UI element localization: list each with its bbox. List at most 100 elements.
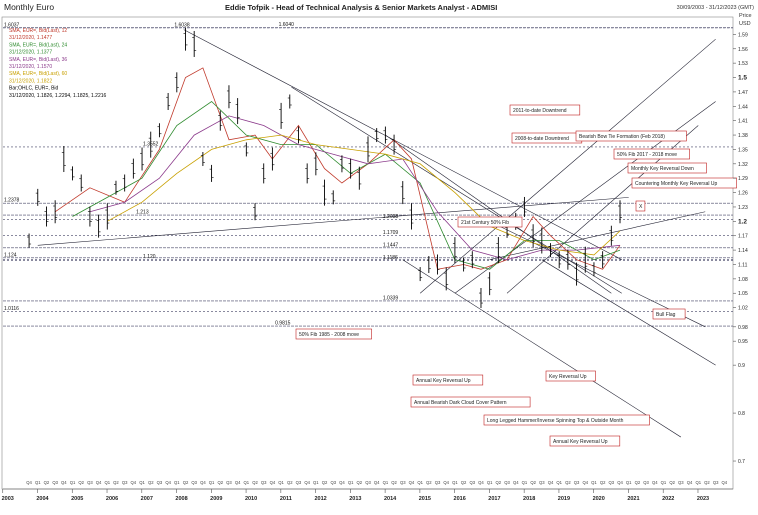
legend-entry: 31/12/2020, 1.1377 [9,50,52,56]
annotation-text: X [639,204,643,210]
currency-axis-label: USD [739,21,751,27]
y-tick-label: 1.38 [738,133,748,139]
annotation-box [652,308,686,320]
y-tick-label: 1.32 [738,162,748,168]
quarter-tick-label: Q4 [652,480,658,485]
level-label: 1.124 [4,252,17,258]
y-tick-label: 1.11 [738,262,748,268]
trend-line [183,29,622,260]
annotation: Annual Bearish Dark Cloud Cover Pattern [410,396,531,408]
quarter-tick-label: Q2 [391,480,397,485]
quarter-tick-label: Q3 [469,480,475,485]
quarter-tick-label: Q3 [330,480,336,485]
quarter-tick-label: Q3 [643,480,649,485]
year-tick-label: 2013 [349,496,361,502]
legend-entry: SMA, EUR=, Bid(Last), 24 [9,42,67,48]
y-tick-label: 1.56 [738,47,748,53]
annotation-box [549,435,621,447]
y-tick-label: 0.98 [738,325,748,331]
quarter-tick-label: Q1 [244,480,250,485]
level-label: 1.6038 [174,22,190,28]
quarter-tick-label: Q2 [426,480,432,485]
quarter-tick-label: Q3 [365,480,371,485]
quarter-tick-label: Q1 [487,480,493,485]
y-tick-label: 1.5 [738,75,747,82]
quarter-tick-label: Q3 [191,480,197,485]
quarter-tick-label: Q3 [678,480,684,485]
legend-entry: SMA, EUR=, Bid(Last), 60 [9,71,67,77]
quarter-tick-label: Q1 [70,480,76,485]
quarter-tick-label: Q2 [357,480,363,485]
year-tick-label: 2014 [384,496,397,502]
legend-entry: SMA, EUR=, Bid(Last), 36 [9,57,67,63]
annotation-text: Annual Bearish Dark Cloud Cover Pattern [414,400,507,406]
year-tick-label: 2015 [419,496,431,502]
annotations: 2011-to-date Downtrend 2008-to-date Downt… [295,104,737,447]
year-tick-label: 2020 [593,496,605,502]
quarter-tick-label: Q1 [348,480,354,485]
annotation-box [509,104,581,116]
quarter-tick-label: Q4 [61,480,67,485]
level-label: 1.2038 [383,214,399,220]
horizontal-levels [3,27,733,327]
x-axis: Q4 Q1 Q2 Q3 Q4 Q1 Q2 Q3 Q4 Q1 Q2 Q3 Q4 Q1 Q2 Q3 Q4 Q1 Q2 Q3… [2,480,733,502]
y-tick-label: 1.08 [738,277,748,283]
quarter-tick-label: Q4 [96,480,102,485]
year-tick-label: 2021 [627,496,639,502]
annotation-text: 50% Fib 1985 - 2008 move [299,332,359,338]
y-tick-label: 1.14 [738,248,748,254]
quarter-tick-label: Q1 [522,480,528,485]
year-tick-label: 2018 [523,496,535,502]
legend-entry: Bar;OHLC, EUR=, Bid [9,86,59,92]
quarter-tick-label: Q4 [270,480,276,485]
annotation: 50% Fib 1985 - 2008 move [295,328,372,340]
quarter-tick-label: Q2 [669,480,675,485]
y-tick-label: 1.23 [738,205,748,211]
date-range: 30/09/2003 - 31/12/2023 (GMT) [677,5,755,11]
year-tick-label: 2023 [697,496,709,502]
y-tick-label: 1.2 [738,218,747,225]
quarter-tick-label: Q4 [687,480,693,485]
annotation: Key Reversal Up [545,370,596,382]
quarter-tick-label: Q1 [104,480,110,485]
level-labels: 1.6037 1.6038 1.6040 1.3552 1.2378 1.2038 1.21… [4,22,398,326]
annotation-text: Annual Key Reversal Up [553,439,608,445]
annotation: Bull Flag [652,308,686,320]
quarter-tick-label: Q4 [235,480,241,485]
quarter-tick-label: Q4 [513,480,519,485]
annotation-text: Countering Monthly Key Reversal Up [635,181,717,187]
quarter-tick-label: Q1 [695,480,701,485]
annotation: 50% Fib 2017 - 2018 move [613,148,690,160]
year-tick-label: 2008 [175,496,187,502]
annotation: Annual Key Reversal Up [549,435,621,447]
annotation: Monthly Key Reversal Down [627,162,707,174]
quarter-tick-label: Q2 [78,480,84,485]
quarter-tick-label: Q4 [165,480,171,485]
quarter-tick-label: Q4 [443,480,449,485]
quarter-tick-label: Q1 [591,480,597,485]
annotation-text: 2011-to-date Downtrend [513,108,567,114]
quarter-tick-label: Q1 [209,480,215,485]
annotation: 2008-to-date Downtrend [511,132,583,144]
quarter-tick-label: Q4 [200,480,206,485]
annotation-box [627,162,707,174]
annotation: Bearish Bow Tie Formation (Feb 2018) [575,130,687,142]
level-label: 1.0116 [4,306,19,312]
quarter-tick-label: Q2 [252,480,258,485]
annotation-text: Bearish Bow Tie Formation (Feb 2018) [579,134,665,140]
legend-entry: 31/12/2020, 1.1477 [9,35,52,41]
quarter-tick-label: Q3 [226,480,232,485]
annotation-text: Monthly Key Reversal Down [631,166,694,172]
quarter-tick-label: Q3 [539,480,545,485]
sma-line [54,67,621,270]
year-tick-label: 2007 [141,496,153,502]
quarter-tick-label: Q3 [400,480,406,485]
quarter-tick-label: Q2 [496,480,502,485]
annotation: Countering Monthly Key Reversal Up [631,177,737,189]
y-tick-label: 1.29 [738,176,748,182]
price-axis-label: Price [739,13,752,19]
year-tick-label: 2005 [71,496,83,502]
annotation-box [410,396,531,408]
